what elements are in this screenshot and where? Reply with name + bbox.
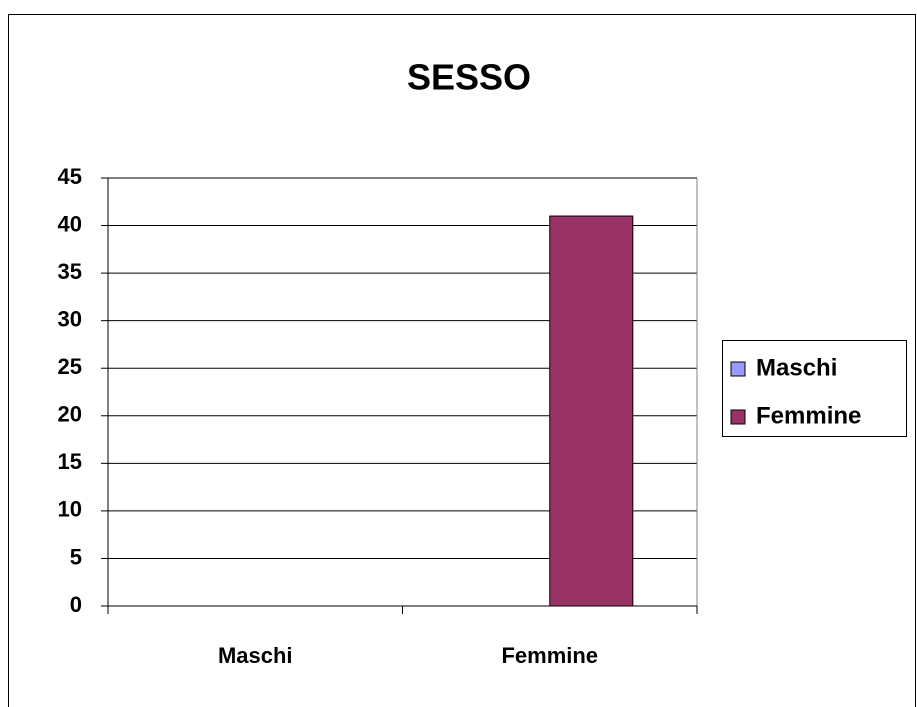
chart-title: SESSO	[407, 57, 531, 98]
legend-box	[722, 340, 907, 437]
y-tick-label: 15	[58, 449, 82, 474]
y-tick-label: 10	[58, 497, 82, 522]
legend-swatch	[730, 361, 746, 377]
y-tick-label: 0	[70, 592, 82, 617]
x-tick-label: Maschi	[218, 643, 293, 668]
legend-label: Femmine	[756, 402, 861, 429]
bar	[549, 215, 634, 607]
y-tick-label: 40	[58, 211, 82, 236]
y-tick-label: 20	[58, 402, 82, 427]
y-tick-label: 45	[58, 164, 82, 189]
legend-label: Maschi	[756, 354, 837, 381]
y-tick-label: 25	[58, 354, 82, 379]
x-tick-label: Femmine	[501, 643, 598, 668]
legend-swatch	[730, 409, 746, 425]
y-tick-label: 35	[58, 259, 82, 284]
y-tick-label: 5	[70, 544, 82, 569]
y-tick-label: 30	[58, 306, 82, 331]
